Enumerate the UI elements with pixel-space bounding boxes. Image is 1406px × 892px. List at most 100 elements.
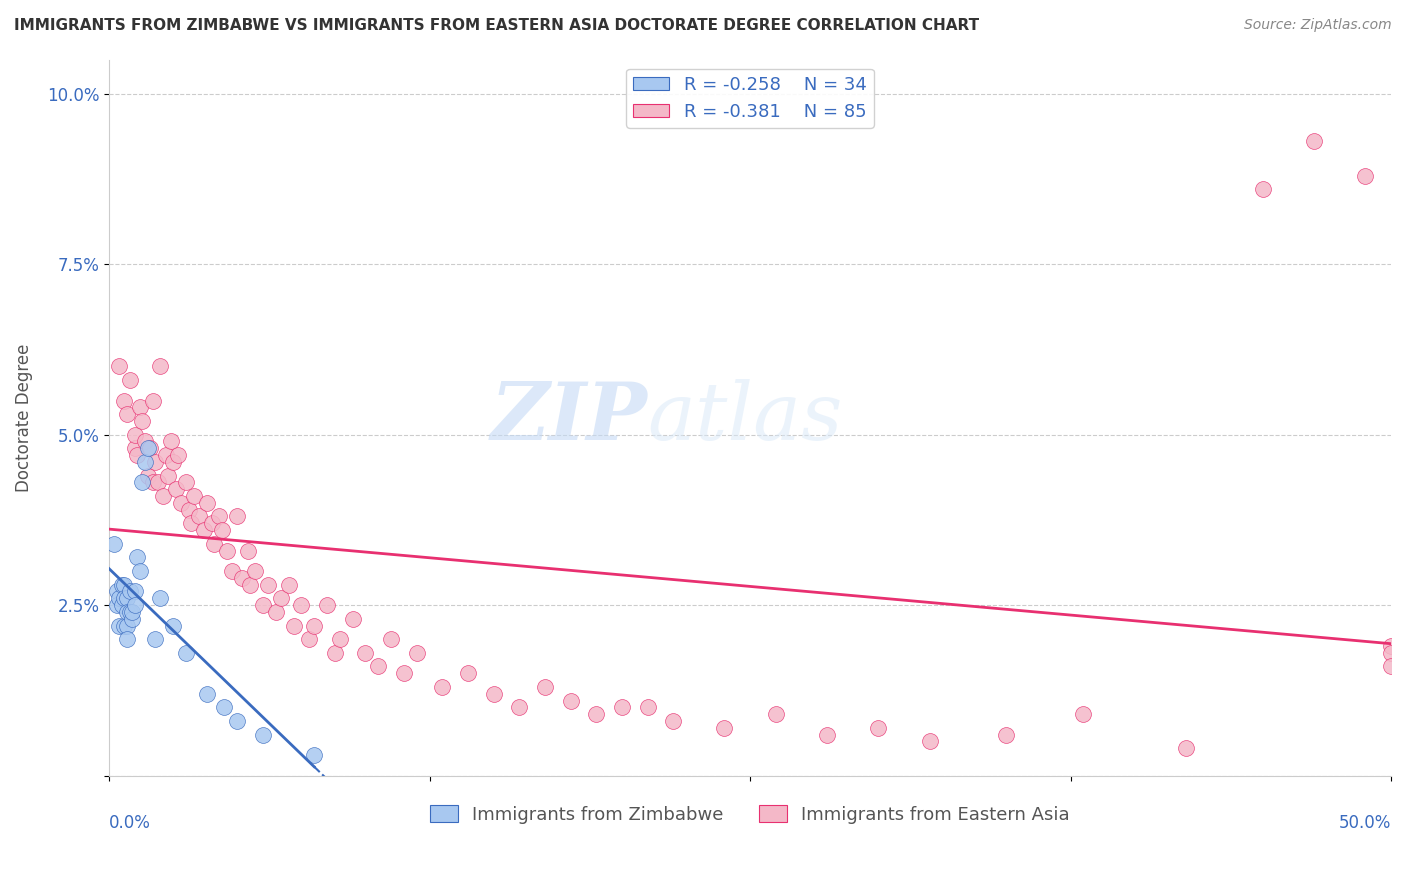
Point <box>1073 707 1095 722</box>
Point <box>221 564 243 578</box>
Text: 0.0%: 0.0% <box>110 814 150 832</box>
Point <box>118 373 141 387</box>
Y-axis label: Doctorate Degree: Doctorate Degree <box>15 343 32 491</box>
Point <box>918 734 941 748</box>
Point <box>146 475 169 490</box>
Point <box>134 455 156 469</box>
Point <box>108 618 131 632</box>
Point <box>815 728 838 742</box>
Point <box>128 564 150 578</box>
Point <box>201 516 224 531</box>
Point <box>143 455 166 469</box>
Point <box>143 632 166 647</box>
Point <box>713 721 735 735</box>
Point <box>134 434 156 449</box>
Point <box>187 509 209 524</box>
Point <box>174 475 197 490</box>
Point <box>127 448 149 462</box>
Point <box>270 591 292 606</box>
Point <box>131 414 153 428</box>
Point <box>1174 741 1197 756</box>
Point <box>115 605 138 619</box>
Point <box>298 632 321 647</box>
Point <box>995 728 1018 742</box>
Point <box>226 509 249 524</box>
Point <box>323 646 346 660</box>
Point <box>121 605 143 619</box>
Point <box>283 618 305 632</box>
Point <box>118 584 141 599</box>
Point <box>155 448 177 462</box>
Point <box>124 584 146 599</box>
Point <box>111 598 134 612</box>
Point <box>239 577 262 591</box>
Point <box>302 747 325 762</box>
Point <box>115 618 138 632</box>
Text: 50.0%: 50.0% <box>1339 814 1391 832</box>
Point <box>103 537 125 551</box>
Point <box>1303 135 1326 149</box>
Point <box>1379 646 1402 660</box>
Point <box>193 523 215 537</box>
Point <box>1251 182 1274 196</box>
Text: ZIP: ZIP <box>491 379 648 457</box>
Point <box>329 632 352 647</box>
Point <box>457 666 479 681</box>
Point <box>177 502 200 516</box>
Point <box>124 442 146 456</box>
Point <box>131 475 153 490</box>
Point <box>149 591 172 606</box>
Point <box>508 700 530 714</box>
Point <box>136 442 159 456</box>
Point <box>167 448 190 462</box>
Point <box>159 434 181 449</box>
Point <box>245 564 267 578</box>
Point <box>108 359 131 374</box>
Point <box>114 577 136 591</box>
Point <box>277 577 299 591</box>
Point <box>290 598 312 612</box>
Point <box>105 598 128 612</box>
Point <box>114 591 136 606</box>
Point <box>108 591 131 606</box>
Point <box>231 571 253 585</box>
Point <box>174 646 197 660</box>
Legend: Immigrants from Zimbabwe, Immigrants from Eastern Asia: Immigrants from Zimbabwe, Immigrants fro… <box>423 798 1077 831</box>
Point <box>142 393 165 408</box>
Point <box>534 680 557 694</box>
Point <box>118 605 141 619</box>
Point <box>162 455 184 469</box>
Point <box>195 687 218 701</box>
Point <box>482 687 505 701</box>
Point <box>136 468 159 483</box>
Point <box>170 496 193 510</box>
Point <box>180 516 202 531</box>
Point <box>252 728 274 742</box>
Point <box>215 543 238 558</box>
Point <box>868 721 890 735</box>
Point <box>1379 659 1402 673</box>
Point <box>354 646 377 660</box>
Point <box>1354 169 1376 183</box>
Point <box>610 700 633 714</box>
Point <box>115 407 138 421</box>
Point <box>183 489 205 503</box>
Point <box>114 618 136 632</box>
Point <box>252 598 274 612</box>
Point <box>264 605 287 619</box>
Point <box>662 714 685 728</box>
Point <box>380 632 402 647</box>
Point <box>236 543 259 558</box>
Point <box>585 707 607 722</box>
Point <box>1379 639 1402 653</box>
Point <box>392 666 415 681</box>
Point <box>637 700 659 714</box>
Point <box>202 537 225 551</box>
Text: atlas: atlas <box>648 379 842 457</box>
Point <box>211 523 233 537</box>
Point <box>302 618 325 632</box>
Point <box>560 693 582 707</box>
Point <box>432 680 454 694</box>
Point <box>149 359 172 374</box>
Point <box>405 646 427 660</box>
